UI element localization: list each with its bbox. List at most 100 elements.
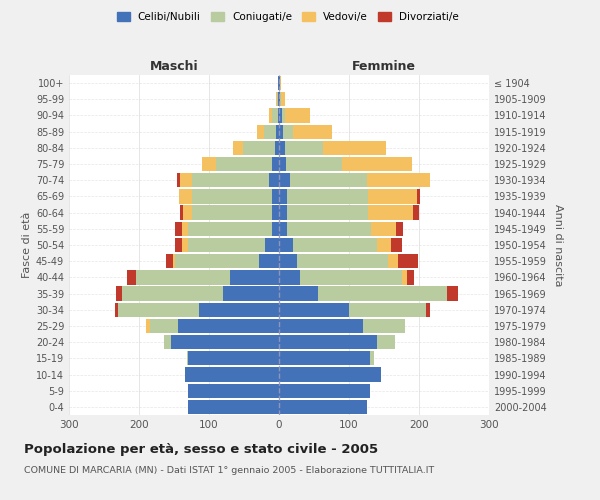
- Bar: [287, 190, 368, 203]
- Bar: [272, 157, 279, 171]
- Bar: [377, 238, 391, 252]
- Bar: [265, 238, 279, 252]
- Y-axis label: Anni di nascita: Anni di nascita: [553, 204, 563, 286]
- Bar: [263, 124, 276, 139]
- Bar: [286, 157, 342, 171]
- Bar: [188, 222, 272, 236]
- Bar: [276, 92, 277, 106]
- Bar: [183, 206, 191, 220]
- Bar: [368, 206, 413, 220]
- Bar: [286, 108, 310, 122]
- Bar: [191, 190, 272, 203]
- Bar: [278, 76, 279, 90]
- Legend: Celibi/Nubili, Coniugati/e, Vedovi/e, Divorziati/e: Celibi/Nubili, Coniugati/e, Vedovi/e, Di…: [113, 8, 463, 26]
- Bar: [188, 384, 279, 398]
- Bar: [279, 270, 300, 284]
- Bar: [279, 400, 367, 414]
- Bar: [279, 190, 287, 203]
- Bar: [179, 173, 192, 188]
- Bar: [279, 92, 280, 106]
- Bar: [447, 286, 458, 300]
- Bar: [279, 124, 283, 139]
- Bar: [115, 302, 118, 317]
- Bar: [269, 173, 279, 188]
- Bar: [279, 319, 363, 333]
- Bar: [279, 76, 280, 90]
- Bar: [293, 238, 377, 252]
- Bar: [396, 222, 403, 236]
- Bar: [269, 108, 272, 122]
- Bar: [118, 302, 199, 317]
- Bar: [279, 108, 282, 122]
- Bar: [279, 238, 293, 252]
- Bar: [413, 206, 419, 220]
- Bar: [398, 254, 418, 268]
- Bar: [188, 351, 279, 366]
- Bar: [280, 92, 281, 106]
- Bar: [188, 238, 265, 252]
- Bar: [272, 206, 279, 220]
- Bar: [363, 319, 405, 333]
- Bar: [185, 368, 279, 382]
- Bar: [187, 351, 188, 366]
- Bar: [371, 222, 396, 236]
- Bar: [296, 254, 388, 268]
- Y-axis label: Fasce di età: Fasce di età: [22, 212, 32, 278]
- Bar: [279, 173, 290, 188]
- Bar: [391, 238, 401, 252]
- Text: Popolazione per età, sesso e stato civile - 2005: Popolazione per età, sesso e stato civil…: [24, 442, 378, 456]
- Bar: [277, 92, 278, 106]
- Bar: [146, 319, 149, 333]
- Bar: [276, 124, 279, 139]
- Bar: [182, 238, 188, 252]
- Bar: [259, 254, 279, 268]
- Bar: [293, 124, 331, 139]
- Bar: [272, 190, 279, 203]
- Bar: [163, 335, 170, 349]
- Bar: [279, 157, 286, 171]
- Bar: [181, 206, 183, 220]
- Bar: [188, 400, 279, 414]
- Bar: [370, 351, 373, 366]
- Bar: [349, 302, 426, 317]
- Bar: [175, 238, 182, 252]
- Bar: [116, 286, 121, 300]
- Bar: [279, 206, 287, 220]
- Bar: [377, 335, 395, 349]
- Bar: [317, 286, 447, 300]
- Bar: [279, 302, 349, 317]
- Bar: [279, 140, 284, 155]
- Bar: [136, 270, 230, 284]
- Text: Femmine: Femmine: [352, 60, 416, 72]
- Bar: [426, 302, 430, 317]
- Bar: [278, 92, 279, 106]
- Text: Maschi: Maschi: [149, 60, 199, 72]
- Bar: [177, 173, 179, 188]
- Bar: [287, 222, 371, 236]
- Bar: [257, 124, 263, 139]
- Bar: [284, 140, 323, 155]
- Bar: [149, 319, 178, 333]
- Bar: [230, 270, 279, 284]
- Bar: [388, 254, 398, 268]
- Bar: [192, 173, 269, 188]
- Bar: [175, 254, 259, 268]
- Bar: [275, 140, 279, 155]
- Bar: [282, 108, 286, 122]
- Bar: [367, 173, 430, 188]
- Bar: [283, 124, 293, 139]
- Bar: [279, 384, 370, 398]
- Bar: [178, 319, 279, 333]
- Bar: [121, 286, 223, 300]
- Bar: [290, 173, 367, 188]
- Bar: [223, 286, 279, 300]
- Bar: [279, 254, 296, 268]
- Bar: [342, 157, 412, 171]
- Bar: [279, 368, 380, 382]
- Bar: [182, 222, 188, 236]
- Bar: [401, 270, 407, 284]
- Bar: [279, 351, 370, 366]
- Bar: [199, 302, 279, 317]
- Bar: [407, 270, 414, 284]
- Bar: [279, 335, 377, 349]
